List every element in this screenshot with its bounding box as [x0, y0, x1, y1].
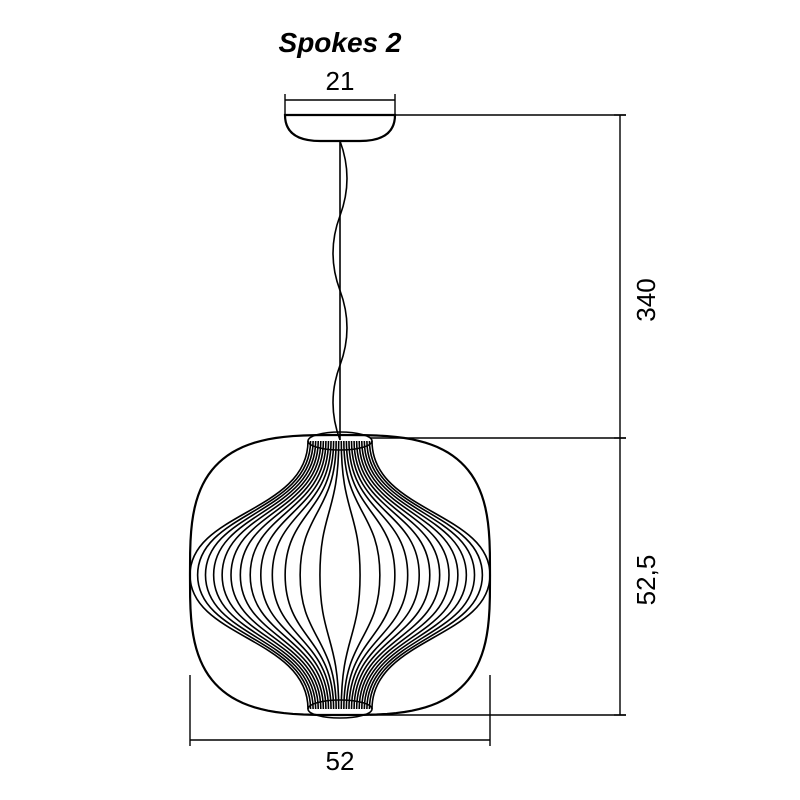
dim-drop-height: 340 — [631, 278, 661, 321]
ceiling-canopy — [285, 115, 395, 141]
dim-lamp-width: 52 — [326, 746, 355, 776]
technical-drawing: Spokes 2 21 52 340 52,5 — [0, 0, 800, 800]
dim-canopy-width: 21 — [326, 66, 355, 96]
dim-lamp-height: 52,5 — [631, 555, 661, 606]
diagram-stage: Spokes 2 21 52 340 52,5 — [0, 0, 800, 800]
product-title: Spokes 2 — [279, 27, 402, 58]
lamp-cage — [190, 432, 490, 718]
